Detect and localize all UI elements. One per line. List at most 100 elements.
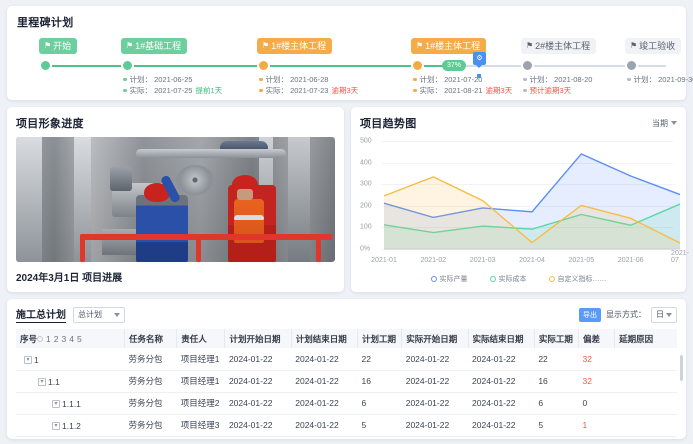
table-row[interactable]: ▾ 1.1 劳务分包 项目经理1 2024-01-22 2024-01-22 16 2024-… [16,370,677,393]
chart-x-tick: 2021-06 [617,257,644,264]
table-cell-reason [614,370,677,393]
table-cell-actual-end: 2024-01-22 [468,414,535,437]
table-cell-owner: 项目经理3 [176,414,225,437]
chart-y-tick: 100 [360,223,372,231]
seq-level-button[interactable]: 4 [69,333,74,344]
table-cell-plan-days: 6 [357,392,402,415]
row-expander[interactable]: ▾ 1.1.1 [52,399,81,409]
table-cell-seq: ▾ 1.1 [16,370,125,393]
milestone-dot [411,59,424,72]
chart-legend-item[interactable]: 实际成本 [489,274,527,284]
collapse-all-icon[interactable] [37,335,44,342]
row-seq-label: 1.1.2 [62,421,81,431]
milestone-plan-row: 计划： 2021-07-20 [413,74,512,85]
table-cell-deviation: 0 [578,392,615,415]
table-row[interactable]: ▾ 1.1.2 劳务分包 项目经理3 2024-01-22 2024-01-22 5 2024… [16,414,677,437]
table-header-cell: 延期原因 [614,329,677,348]
legend-marker-icon [489,276,496,282]
milestone-deviation-note: 逾期3天 [331,86,359,95]
display-mode-label: 显示方式： [606,310,646,319]
table-cell-actual-days: 6 [534,392,579,415]
milestone-progress-badge: 37% [442,60,467,71]
chart-legend-item[interactable]: 自定义指标…… [548,274,607,284]
milestone-deviation-note: 预计逾期3天 [529,86,572,95]
export-button[interactable]: 导出 [579,307,601,322]
milestone-actual-date: 实际： 2021-08-21 [419,86,483,95]
schedule-table: 序号 1 2 3 4 5 任务名称 责任人 计划开始日期 计划结束日期 计划工期 实际开始日期 实际结束… [16,329,677,437]
row-seq-label: 1 [34,354,39,365]
plan-type-select[interactable]: 总计划 [73,306,125,323]
chart-area [384,176,680,249]
milestone-plan-date: 计划： 2021-08-20 [529,75,593,84]
seq-level-button[interactable]: 2 [53,333,59,344]
bullet-icon [523,88,527,93]
table-cell-actual-days: 16 [534,370,579,393]
table-cell-seq: ▾ 1.1.2 [16,414,125,437]
row-expander[interactable]: ▾ 1.1 [38,377,60,387]
milestone-label: 开始 [53,41,72,51]
table-cell-actual-days: 22 [534,348,579,371]
photo-caption: 2024年3月1日 项目进展 [16,273,123,284]
chart-line [383,203,681,234]
chevron-down-icon[interactable]: ▾ [52,400,60,408]
chart-svg [383,153,681,250]
table-cell-actual-end: 2024-01-22 [468,392,535,415]
display-mode-select[interactable]: 日 [651,306,677,323]
table-cell-name: 劳务分包 [124,392,177,415]
milestone-flag: ⚑ 竣工验收 [625,38,682,54]
table-cell-deviation: 1 [578,414,615,437]
chart-x-tick: 2021-03 [469,257,496,264]
chart-title: 项目趋势图 [360,118,417,130]
milestone-dot [521,59,534,72]
seq-level-button[interactable]: 3 [61,333,67,344]
table-row[interactable]: ▾ 1.1.1 劳务分包 项目经理2 2024-01-22 2024-01-22 6 2024… [16,392,677,415]
flag-icon: ⚑ [262,41,270,50]
bullet-icon [259,77,263,82]
table-header-cell: 偏差 [578,329,616,348]
bullet-icon [123,88,127,93]
chevron-down-icon[interactable]: ▾ [38,378,46,386]
table-cell-actual-end: 2024-01-22 [468,348,535,371]
table-header-row: 序号 1 2 3 4 5 任务名称 责任人 计划开始日期 计划结束日期 计划工期 实际开始日期 实际结束… [16,329,677,348]
table-cell-actual-start: 2024-01-22 [401,370,469,393]
row-expander[interactable]: ▾ 1 [24,355,39,365]
scrollbar-thumb[interactable] [680,355,683,381]
milestone-deviation-note: 逾期3天 [485,86,513,95]
chart-area [384,153,680,249]
current-date-marker[interactable]: ⚙ [473,52,486,78]
chart-period-selector[interactable]: 当期 [652,118,677,129]
table-cell-deviation: 32 [578,348,615,371]
flag-icon: ⚑ [416,41,424,50]
photo-panel: 项目形象进度 [7,107,344,292]
chart-header: 项目趋势图 当期 [360,115,677,131]
milestone-track: ⚑ 开始 ⚑ 1#基础工程 计划： 2021-06-25 实际： 2021-07-25 提前… [17,36,693,98]
chart-line [383,176,681,244]
chevron-down-icon[interactable]: ▾ [52,422,60,430]
table-cell-actual-start: 2024-01-22 [401,414,469,437]
table-cell-seq: ▾ 1 [16,348,125,371]
table-row[interactable]: ▾ 1 劳务分包 项目经理1 2024-01-22 2024-01-22 22 2024-01… [16,348,677,371]
chart-gridline [382,205,673,207]
chart-y-tick: 400 [360,159,372,167]
table-cell-name: 劳务分包 [124,414,177,437]
milestone-label: 1#基础工程 [135,41,182,51]
chart-legend-label: 实际产量 [439,276,468,283]
row-expander[interactable]: ▾ 1.1.2 [52,421,81,431]
table-scrollbar[interactable] [679,355,684,435]
chevron-down-icon[interactable]: ▾ [24,355,32,364]
chart-x-tick: 2021-02 [420,257,447,264]
bullet-icon [413,88,417,93]
chart-legend-label: 自定义指标…… [557,276,607,283]
milestone-actual-date: 实际： 2021-07-23 [265,86,329,95]
middle-row: 项目形象进度 [7,107,689,292]
seq-level-button[interactable]: 5 [76,333,82,344]
chart-gridline [382,162,673,164]
milestone-dot [39,59,52,72]
chart-gridline [382,141,673,142]
table-cell-plan-end: 2024-01-22 [291,348,358,371]
chart-legend-item[interactable]: 实际产量 [430,274,468,284]
milestone-deviation-note: 提前1天 [195,86,223,95]
seq-level-button[interactable]: 1 [46,333,51,344]
table-cell-plan-days: 16 [357,370,402,393]
